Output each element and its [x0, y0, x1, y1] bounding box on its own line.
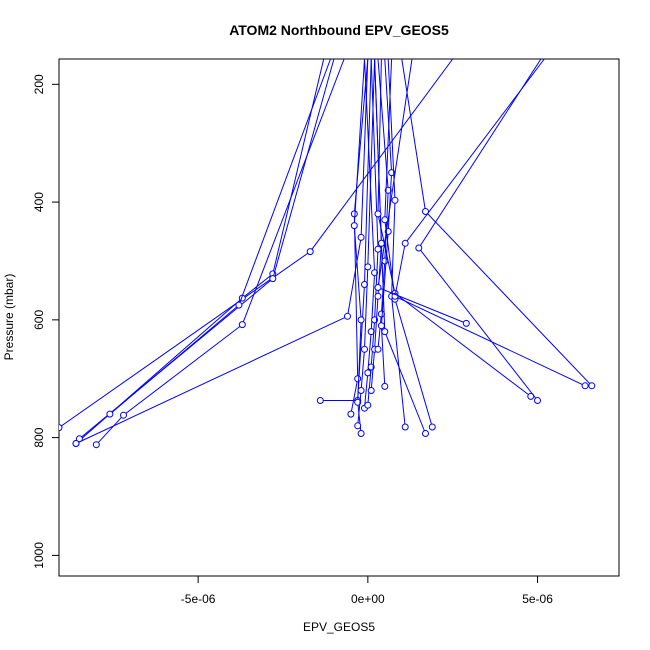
data-point [357, 316, 365, 324]
data-point [581, 382, 589, 390]
series-line [374, 59, 426, 434]
x-tick-label: 0e+00 [351, 592, 385, 606]
series-line [109, 59, 331, 415]
data-point [238, 321, 246, 329]
data-point [235, 301, 243, 309]
data-point [350, 222, 358, 230]
data-point [374, 345, 382, 353]
data-point [364, 369, 372, 377]
x-axis-label: EPV_GEOS5 [303, 620, 375, 634]
series-8 [347, 59, 369, 418]
series-6 [72, 59, 369, 447]
series-line [75, 59, 369, 444]
data-point [374, 245, 382, 253]
y-tick-label: 800 [32, 427, 46, 447]
data-point [374, 292, 382, 300]
data-point [534, 397, 541, 404]
y-tick-label: 200 [32, 74, 46, 94]
data-point [401, 239, 409, 247]
data-point [357, 430, 365, 437]
series-line [95, 59, 345, 446]
series-19 [374, 59, 535, 400]
data-point [422, 430, 429, 437]
data-point [391, 196, 399, 204]
data-point [92, 441, 100, 449]
series-20 [415, 59, 542, 404]
series-2 [72, 59, 325, 447]
series-line [418, 59, 542, 401]
data-point [588, 382, 596, 390]
series-line [387, 59, 406, 428]
data-point [350, 210, 358, 218]
data-point [381, 328, 389, 336]
series-21 [391, 59, 589, 390]
data-point [364, 401, 372, 409]
series-15 [377, 59, 396, 390]
series-1 [59, 59, 454, 432]
y-tick-label: 400 [32, 192, 46, 212]
series-4 [106, 59, 331, 418]
data-point [381, 382, 389, 390]
chart-title: ATOM2 Northbound EPV_GEOS5 [229, 22, 449, 38]
data-point [361, 345, 368, 353]
series-5 [92, 59, 345, 449]
series-3 [75, 59, 335, 443]
data-point [377, 310, 385, 318]
x-tick-label: 5e-06 [522, 592, 553, 606]
series-line [350, 59, 369, 415]
series-23 [374, 59, 470, 327]
data-point [428, 423, 436, 431]
data-point [384, 186, 392, 194]
data-point [401, 423, 409, 431]
data-point [347, 410, 355, 418]
data-point [354, 422, 362, 430]
series-22 [401, 59, 596, 390]
series-10 [354, 59, 376, 430]
series-line [377, 59, 532, 397]
data-point [422, 208, 429, 215]
series-line [394, 59, 586, 387]
data-point [377, 322, 385, 330]
data-point [374, 210, 382, 218]
y-tick-label: 1000 [32, 542, 46, 569]
series-line [320, 59, 372, 401]
series-12 [364, 59, 382, 409]
data-point [357, 387, 365, 394]
data-point [357, 233, 365, 241]
data-point [59, 424, 63, 432]
data-point [120, 411, 127, 419]
data-point [269, 275, 277, 283]
x-tick-label: -5e-06 [181, 592, 216, 606]
data-point [381, 216, 389, 224]
series-line [384, 59, 433, 428]
y-tick-label: 600 [32, 310, 46, 330]
data-point [374, 284, 382, 291]
data-point [316, 397, 324, 404]
y-axis-label: Pressure (mbar) [2, 274, 16, 361]
data-point [462, 319, 470, 327]
series-18 [381, 59, 436, 431]
data-point [354, 375, 362, 383]
series-layer [59, 59, 596, 449]
data-point [371, 269, 379, 277]
data-point [106, 410, 114, 418]
data-point [72, 440, 80, 447]
series-line [401, 59, 593, 387]
series-17 [374, 59, 429, 437]
data-point [415, 244, 423, 252]
data-point [364, 263, 372, 271]
x-axis: -5e-06 0e+00 5e-06 [181, 576, 553, 606]
data-point [367, 387, 375, 394]
data-point [344, 312, 351, 320]
y-axis: 200 400 600 800 1000 [32, 74, 59, 569]
data-point [354, 398, 362, 406]
plot-frame [58, 58, 620, 577]
data-point [306, 248, 314, 256]
